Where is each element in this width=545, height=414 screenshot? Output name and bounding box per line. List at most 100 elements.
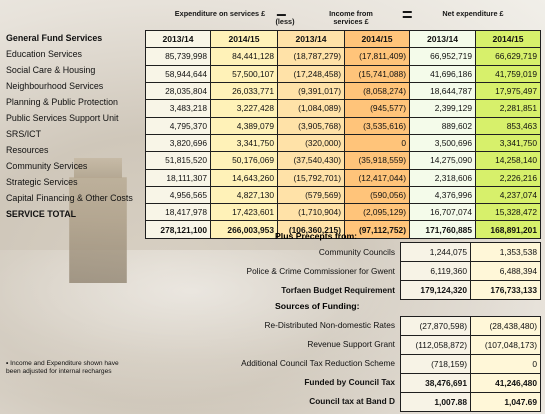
row-label-social-care: Social Care & Housing <box>6 65 96 75</box>
row-label-service-total: SERVICE TOTAL <box>6 209 77 219</box>
table-cell: 18,111,307 <box>145 168 211 187</box>
table-cell: 17,975,497 <box>475 81 541 101</box>
table-cell: (8,058,274) <box>344 81 410 101</box>
table-cell: 179,124,320 <box>400 280 471 300</box>
table-cell: (320,000) <box>277 133 345 153</box>
table-cell: 17,423,601 <box>210 203 278 222</box>
table-cell: (945,577) <box>344 99 410 118</box>
table-cell: 84,441,128 <box>210 47 278 66</box>
background-tower-top <box>74 158 122 178</box>
table-cell: 2,318,606 <box>409 168 476 187</box>
less-label: (less) <box>275 17 295 26</box>
table-cell: (718,159) <box>400 354 471 374</box>
table-cell: (1,710,904) <box>277 203 345 222</box>
table-cell: 66,952,719 <box>409 47 476 66</box>
footnote-text: Income and Expenditure shown have been a… <box>6 360 119 375</box>
table-cell: 0 <box>344 133 410 153</box>
table-row: 28,035,804 26,033,771 (9,391,017) (8,058… <box>145 81 541 101</box>
row-label-planning: Planning & Public Protection <box>6 97 118 107</box>
table-cell: 2,226,216 <box>475 168 541 187</box>
table-cell: 853,463 <box>475 116 541 135</box>
table-cell: (17,248,458) <box>277 64 345 83</box>
table-row: 85,739,998 84,441,128 (18,787,279) (17,8… <box>145 47 541 66</box>
table-row: (112,058,872) (107,048,173) <box>400 335 541 355</box>
plus-precepts-title: Plus Precepts from: <box>275 231 358 241</box>
table-cell: (15,792,701) <box>277 168 345 187</box>
table-row: 1,007.88 1,047.69 <box>400 392 541 412</box>
table-cell: 4,827,130 <box>210 185 278 205</box>
table-cell: 3,341,750 <box>210 133 278 153</box>
table-row: 3,483,218 3,227,428 (1,084,089) (945,577… <box>145 99 541 118</box>
funding-label-grant: Revenue Support Grant <box>307 339 395 349</box>
table-cell: 57,500,107 <box>210 64 278 83</box>
table-cell: 14,275,090 <box>409 151 476 170</box>
table-cell: 4,237,074 <box>475 185 541 205</box>
table-row: 51,815,520 50,176,069 (37,540,430) (35,9… <box>145 151 541 170</box>
row-label-capital: Capital Financing & Other Costs <box>6 193 133 203</box>
table-cell: (112,058,872) <box>400 335 471 355</box>
table-cell: 3,500,696 <box>409 133 476 153</box>
header-cell-2014-15-net: 2014/15 <box>475 29 541 49</box>
table-row: 278,121,100 266,003,953 (106,360,215) (9… <box>145 220 541 239</box>
table-cell: 14,643,260 <box>210 168 278 187</box>
precept-label-police: Police & Crime Commissioner for Gwent <box>246 266 395 276</box>
table-row: 18,111,307 14,643,260 (15,792,701) (12,4… <box>145 168 541 187</box>
table-cell: (590,056) <box>344 185 410 205</box>
table-cell: 85,739,998 <box>145 47 211 66</box>
torfaen-budget-table: 179,124,320 176,733,133 <box>400 280 541 300</box>
table-cell: 16,707,074 <box>409 203 476 222</box>
table-cell: (579,569) <box>277 185 345 205</box>
table-cell: 3,483,218 <box>145 99 211 118</box>
table-row: 3,820,696 3,341,750 (320,000) 0 3,500,69… <box>145 133 541 153</box>
table-cell: 4,376,996 <box>409 185 476 205</box>
table-cell: (3,535,616) <box>344 116 410 135</box>
table-cell: 41,696,186 <box>409 64 476 83</box>
table-cell: 3,341,750 <box>475 133 541 153</box>
table-cell: 3,820,696 <box>145 133 211 153</box>
table-cell: 15,328,472 <box>475 203 541 222</box>
header-cell-2013-14-income: 2013/14 <box>277 29 345 49</box>
income-header: Income from services £ <box>329 9 373 26</box>
table-cell: (37,540,430) <box>277 151 345 170</box>
torfaen-budget-label: Torfaen Budget Requirement <box>281 285 395 295</box>
footnote: • Income and Expenditure shown have been… <box>6 360 126 376</box>
table-row: (27,870,598) (28,438,480) <box>400 316 541 336</box>
net-header: Net expenditure £ <box>442 9 504 18</box>
row-label-srs-ict: SRS/ICT <box>6 129 42 139</box>
row-label-resources: Resources <box>6 145 49 155</box>
table-cell: (107,048,173) <box>470 335 541 355</box>
table-cell: 168,891,201 <box>475 220 541 239</box>
header-cell-2014-15-income: 2014/15 <box>344 29 410 49</box>
equals-sign: = <box>402 5 413 25</box>
table-cell: 2,281,851 <box>475 99 541 118</box>
table-cell: (12,417,044) <box>344 168 410 187</box>
table-cell: 18,644,787 <box>409 81 476 101</box>
table-cell: 38,476,691 <box>400 373 471 393</box>
table-cell: 41,246,480 <box>470 373 541 393</box>
table-cell: 3,227,428 <box>210 99 278 118</box>
table-cell: 66,629,719 <box>475 47 541 66</box>
main-budget-table: 2013/14 2014/15 2013/14 2014/15 2013/14 … <box>145 29 541 239</box>
table-cell: 18,417,978 <box>145 203 211 222</box>
background-tower <box>69 177 127 283</box>
table-cell: 278,121,100 <box>145 220 211 239</box>
expenditure-header: Expenditure on services £ <box>174 9 266 18</box>
table-cell: 1,244,075 <box>400 242 471 262</box>
table-cell: 1,007.88 <box>400 392 471 412</box>
precept-label-community-councils: Community Councils <box>318 247 395 257</box>
table-row: 179,124,320 176,733,133 <box>400 280 541 300</box>
table-cell: (17,811,409) <box>344 47 410 66</box>
table-cell: 4,956,565 <box>145 185 211 205</box>
table-row: 58,944,644 57,500,107 (17,248,458) (15,7… <box>145 64 541 83</box>
table-cell: 176,733,133 <box>470 280 541 300</box>
table-cell: 26,033,771 <box>210 81 278 101</box>
row-label-neighbourhood: Neighbourhood Services <box>6 81 104 91</box>
table-cell: 1,353,538 <box>470 242 541 262</box>
funding-table: (27,870,598) (28,438,480) (112,058,872) … <box>400 316 541 412</box>
table-cell: (9,391,017) <box>277 81 345 101</box>
table-cell: (97,112,752) <box>344 220 410 239</box>
row-label-community: Community Services <box>6 161 88 171</box>
table-row: 4,956,565 4,827,130 (579,569) (590,056) … <box>145 185 541 205</box>
precepts-table: 1,244,075 1,353,538 6,119,360 6,488,394 <box>400 242 541 281</box>
